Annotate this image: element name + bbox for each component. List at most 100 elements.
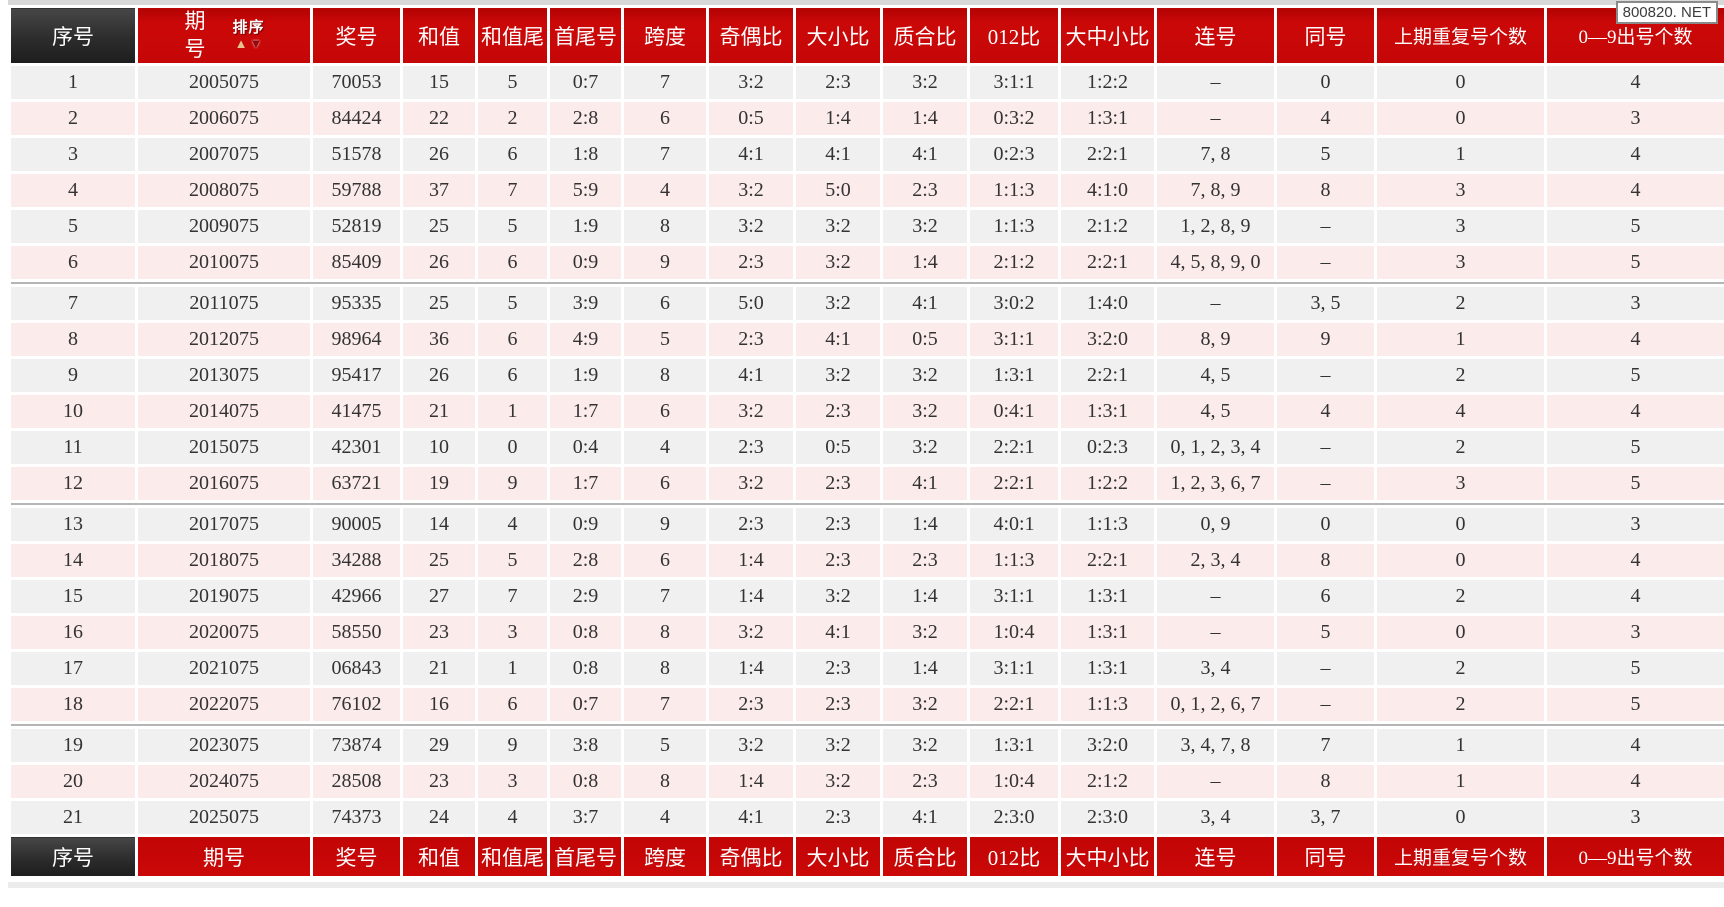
cell-hezhiwei: 6 xyxy=(475,685,550,724)
cell-jianghao: 90005 xyxy=(310,505,403,544)
cell-tonghao: – xyxy=(1274,207,1377,246)
cell-kuadu: 5 xyxy=(621,726,709,765)
cell-hezhiwei: 6 xyxy=(475,320,550,359)
sort-desc-icon[interactable]: ▼ xyxy=(249,36,263,51)
cell-zhihebi: 3:2 xyxy=(880,392,970,431)
cell-jioubi: 4:1 xyxy=(706,135,796,174)
cell-kuadu: 6 xyxy=(621,284,709,323)
table-row: 10 2014075 41475 21 1 1:7 6 3:2 2:3 3:2 0:4:1 1:3:1… xyxy=(8,392,1724,431)
table-row: 3 2007075 51578 26 6 1:8 7 4:1 4:1 4:1 0:2:3 2:2:1 7… xyxy=(8,135,1724,174)
cell-lianhao: – xyxy=(1154,577,1277,616)
top-divider xyxy=(8,0,1724,5)
cell-hezhi: 21 xyxy=(400,649,478,688)
cell-shouweihao: 3:7 xyxy=(547,798,624,837)
cell-shangqichongfu: 3 xyxy=(1374,243,1547,282)
cell-lianhao: – xyxy=(1154,762,1277,801)
group-separator xyxy=(8,279,1724,287)
cell-xuhao: 8 xyxy=(8,320,138,359)
cell-chuhaogeshu: 3 xyxy=(1544,284,1724,323)
header-row: 序号 期号 排序 ▲ ▼ 奖号 和值 和值尾 首尾号 跨度 奇偶比 大小比 质合比 012比 大中小比 连号同… xyxy=(8,5,1724,66)
cell-dazhongxiaobi: 2:2:1 xyxy=(1058,243,1157,282)
cell-qihao: 2006075 xyxy=(135,99,313,138)
cell-jioubi: 1:4 xyxy=(706,577,796,616)
cell-jianghao: 84424 xyxy=(310,99,403,138)
cell-hezhiwei: 5 xyxy=(475,207,550,246)
cell-hezhi: 27 xyxy=(400,577,478,616)
cell-chuhaogeshu: 4 xyxy=(1544,726,1724,765)
sort-widget: 排序 ▲ ▼ xyxy=(233,21,265,51)
cell-qihao: 2023075 xyxy=(135,726,313,765)
cell-hezhi: 26 xyxy=(400,135,478,174)
cell-shouweihao: 2:9 xyxy=(547,577,624,616)
cell-xuhao: 6 xyxy=(8,243,138,282)
cell-shangqichongfu: 2 xyxy=(1374,685,1547,724)
cell-chuhaogeshu: 3 xyxy=(1544,613,1724,652)
cell-tonghao: 6 xyxy=(1274,577,1377,616)
cell-jioubi: 3:2 xyxy=(706,613,796,652)
cell-shouweihao: 0:8 xyxy=(547,613,624,652)
cell-xuhao: 21 xyxy=(8,798,138,837)
cell-jianghao: 95417 xyxy=(310,356,403,395)
cell-shouweihao: 0:9 xyxy=(547,243,624,282)
cell-shouweihao: 0:8 xyxy=(547,649,624,688)
cell-jioubi: 3:2 xyxy=(706,392,796,431)
table-row: 17 2021075 06843 21 1 0:8 8 1:4 2:3 1:4 3:1:1 1:3:1… xyxy=(8,649,1724,688)
cell-jianghao: 70053 xyxy=(310,63,403,102)
cell-chuhaogeshu: 5 xyxy=(1544,649,1724,688)
cell-tonghao: 7 xyxy=(1274,726,1377,765)
cell-hezhiwei: 4 xyxy=(475,505,550,544)
group-separator-bar xyxy=(8,721,1724,729)
cell-shouweihao: 4:9 xyxy=(547,320,624,359)
cell-daxiaobi: 2:3 xyxy=(793,63,883,102)
table-row: 1 2005075 70053 15 5 0:7 7 3:2 2:3 3:2 3:1:1 1:2:2–… xyxy=(8,63,1724,102)
footer-header-hezhi: 和值 xyxy=(400,834,478,879)
cell-shangqichongfu: 3 xyxy=(1374,207,1547,246)
cell-chuhaogeshu: 5 xyxy=(1544,464,1724,503)
cell-daxiaobi: 5:0 xyxy=(793,171,883,210)
footer-header-hezhiwei: 和值尾 xyxy=(475,834,550,879)
cell-daxiaobi: 2:3 xyxy=(793,392,883,431)
cell-bi012: 3:1:1 xyxy=(967,649,1061,688)
cell-hezhi: 16 xyxy=(400,685,478,724)
group-separator xyxy=(8,721,1724,729)
cell-qihao: 2016075 xyxy=(135,464,313,503)
cell-jianghao: 85409 xyxy=(310,243,403,282)
cell-kuadu: 5 xyxy=(621,320,709,359)
table-row: 19 2023075 73874 29 9 3:8 5 3:2 3:2 3:2 1:3:1 3:2:0… xyxy=(8,726,1724,765)
cell-qihao: 2014075 xyxy=(135,392,313,431)
cell-jianghao: 58550 xyxy=(310,613,403,652)
table-row: 2 2006075 84424 22 2 2:8 6 0:5 1:4 1:4 0:3:2 1:3:1–… xyxy=(8,99,1724,138)
cell-bi012: 0:2:3 xyxy=(967,135,1061,174)
cell-zhihebi: 3:2 xyxy=(880,428,970,467)
cell-hezhi: 21 xyxy=(400,392,478,431)
cell-hezhi: 25 xyxy=(400,207,478,246)
cell-xuhao: 18 xyxy=(8,685,138,724)
cell-chuhaogeshu: 4 xyxy=(1544,577,1724,616)
footer-header-kuadu: 跨度 xyxy=(621,834,709,879)
cell-shangqichongfu: 0 xyxy=(1374,798,1547,837)
cell-lianhao: – xyxy=(1154,99,1277,138)
cell-chuhaogeshu: 3 xyxy=(1544,99,1724,138)
cell-qihao: 2018075 xyxy=(135,541,313,580)
group-separator-bar xyxy=(8,500,1724,508)
cell-shangqichongfu: 0 xyxy=(1374,613,1547,652)
sort-asc-icon[interactable]: ▲ xyxy=(234,36,248,51)
cell-shangqichongfu: 2 xyxy=(1374,284,1547,323)
cell-dazhongxiaobi: 1:3:1 xyxy=(1058,99,1157,138)
cell-bi012: 2:2:1 xyxy=(967,464,1061,503)
cell-bi012: 1:0:4 xyxy=(967,613,1061,652)
cell-chuhaogeshu: 5 xyxy=(1544,685,1724,724)
cell-hezhi: 15 xyxy=(400,63,478,102)
table-row: 13 2017075 90005 14 4 0:9 9 2:3 2:3 1:4 4:0:1 1:1:3… xyxy=(8,505,1724,544)
cell-daxiaobi: 3:2 xyxy=(793,762,883,801)
cell-daxiaobi: 4:1 xyxy=(793,613,883,652)
cell-bi012: 3:1:1 xyxy=(967,577,1061,616)
cell-daxiaobi: 0:5 xyxy=(793,428,883,467)
cell-chuhaogeshu: 5 xyxy=(1544,428,1724,467)
cell-dazhongxiaobi: 2:2:1 xyxy=(1058,541,1157,580)
cell-shangqichongfu: 1 xyxy=(1374,726,1547,765)
cell-chuhaogeshu: 4 xyxy=(1544,541,1724,580)
cell-hezhi: 26 xyxy=(400,243,478,282)
cell-jioubi: 3:2 xyxy=(706,207,796,246)
cell-qihao: 2015075 xyxy=(135,428,313,467)
